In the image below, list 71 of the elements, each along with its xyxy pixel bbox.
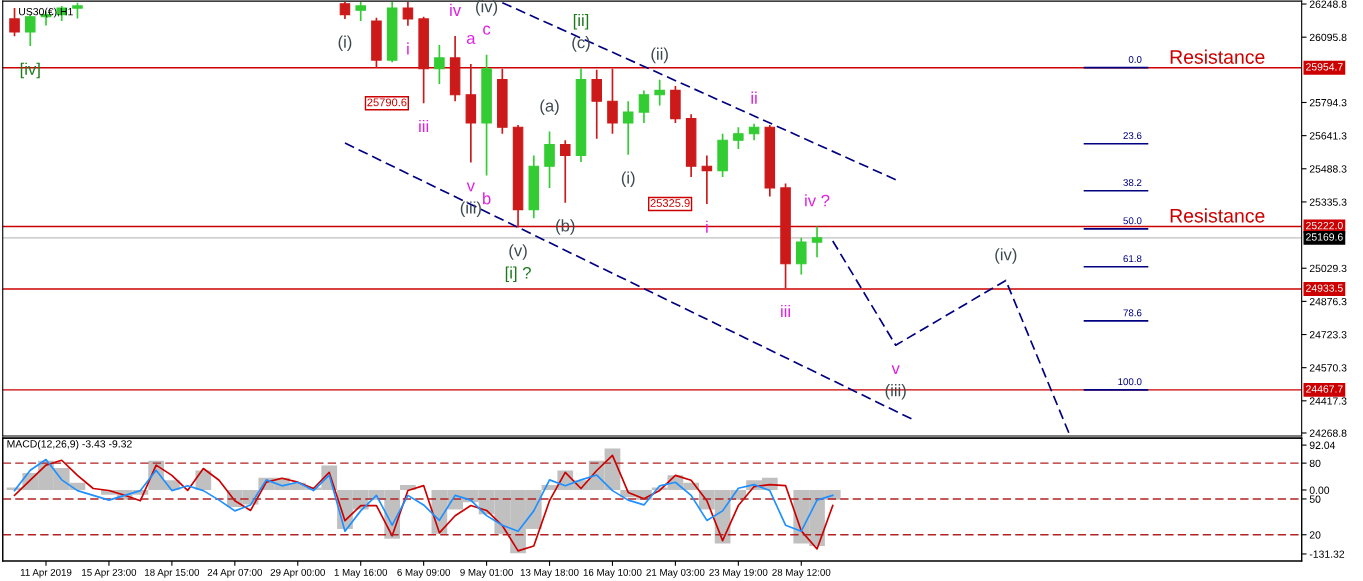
annotation: 24933.5 bbox=[1306, 284, 1343, 292]
annotation: 78.6 bbox=[1123, 309, 1142, 317]
annotation: a bbox=[466, 34, 476, 45]
y-tick-label: 24268.8 bbox=[1309, 429, 1347, 437]
annotation: 25325.9 bbox=[650, 199, 690, 207]
y2-tick-label: 20 bbox=[1309, 531, 1321, 539]
x-tick-label: 1 May 16:00 bbox=[334, 568, 388, 578]
annotation: [i] ? bbox=[505, 266, 531, 282]
y-tick-label: 0.00 bbox=[1309, 486, 1330, 494]
annotation: 38.2 bbox=[1123, 179, 1142, 187]
y-tick-label: 24417.3 bbox=[1309, 397, 1347, 405]
annotation: b bbox=[483, 192, 491, 205]
annotation: [ii] bbox=[573, 13, 589, 30]
annotation: (i) bbox=[621, 171, 635, 187]
x-tick-label: 6 May 09:00 bbox=[397, 568, 451, 578]
x-tick-label: 13 May 18:00 bbox=[520, 568, 579, 578]
y-tick-label: 25029.3 bbox=[1309, 264, 1347, 273]
annotation: iv bbox=[450, 3, 462, 16]
annotation: (i) bbox=[338, 35, 352, 52]
annotation: i bbox=[706, 220, 708, 233]
x-tick-label: 9 May 01:00 bbox=[460, 568, 513, 578]
ref-line-label: Resistance bbox=[1170, 49, 1265, 64]
y-tick-label: 26095.8 bbox=[1309, 33, 1347, 42]
y2-tick-label: 50 bbox=[1309, 495, 1321, 503]
y-tick-label: 25488.3 bbox=[1309, 165, 1347, 173]
annotation: (a) bbox=[540, 99, 559, 115]
annotation: 0.0 bbox=[1128, 56, 1142, 63]
annotation: (ii) bbox=[651, 47, 668, 64]
annotation: iii bbox=[419, 119, 429, 133]
y-tick-label: 25641.3 bbox=[1309, 132, 1347, 140]
y-tick-label: 24723.3 bbox=[1309, 331, 1347, 339]
chart-title: MACD(12,26,9) -3.43 -9.32 bbox=[7, 439, 132, 450]
annotation: 61.8 bbox=[1123, 255, 1142, 263]
ref-line-label: Resistance bbox=[1170, 208, 1265, 223]
annotation: c bbox=[483, 25, 491, 35]
x-tick-label: 24 Apr 07:00 bbox=[207, 568, 263, 578]
y-tick-label: 24570.3 bbox=[1309, 364, 1347, 372]
annotation: iv ? bbox=[805, 194, 830, 207]
annotation: 50.0 bbox=[1123, 217, 1142, 225]
annotation: 25954.7 bbox=[1306, 63, 1343, 71]
annotation: (v) bbox=[509, 244, 527, 260]
annotation: 100.0 bbox=[1118, 378, 1142, 386]
annotation: v bbox=[466, 182, 475, 192]
y-tick-label: 92.04 bbox=[1309, 441, 1336, 449]
annotation: 25222.0 bbox=[1306, 221, 1343, 230]
annotation: 25790.6 bbox=[367, 98, 407, 107]
x-tick-label: 18 Apr 15:00 bbox=[145, 568, 200, 578]
annotation: ii bbox=[751, 91, 757, 104]
y2-tick-label: 80 bbox=[1309, 459, 1321, 468]
x-tick-label: 15 Apr 23:00 bbox=[82, 568, 137, 578]
x-tick-label: 21 May 03:00 bbox=[646, 568, 705, 578]
x-tick-label: 11 Apr 2019 bbox=[20, 568, 72, 578]
x-tick-label: 23 May 19:00 bbox=[709, 568, 768, 578]
annotation: 23.6 bbox=[1123, 132, 1142, 140]
annotation: (iv) bbox=[476, 0, 498, 16]
y-tick-label: 25335.3 bbox=[1309, 198, 1347, 206]
annotation: (c) bbox=[572, 36, 590, 52]
annotation: iii bbox=[781, 304, 790, 317]
x-tick-label: 16 May 10:00 bbox=[583, 568, 642, 578]
x-tick-label: 28 May 12:00 bbox=[772, 568, 831, 578]
y-tick-label: -131.32 bbox=[1309, 550, 1345, 558]
annotation: (iii) bbox=[460, 201, 481, 217]
x-tick-label: 29 Apr 00:00 bbox=[270, 568, 325, 578]
annotation: (iv) bbox=[995, 248, 1017, 264]
y-tick-label: 26248.8 bbox=[1309, 0, 1347, 8]
annotation: i bbox=[407, 42, 409, 55]
annotation: 24467.7 bbox=[1306, 385, 1343, 393]
y-tick-label: 25794.3 bbox=[1309, 98, 1347, 107]
y-tick-label: 24876.3 bbox=[1309, 297, 1347, 306]
annotation: 25169.6 bbox=[1306, 233, 1343, 241]
annotation: v bbox=[891, 365, 900, 374]
